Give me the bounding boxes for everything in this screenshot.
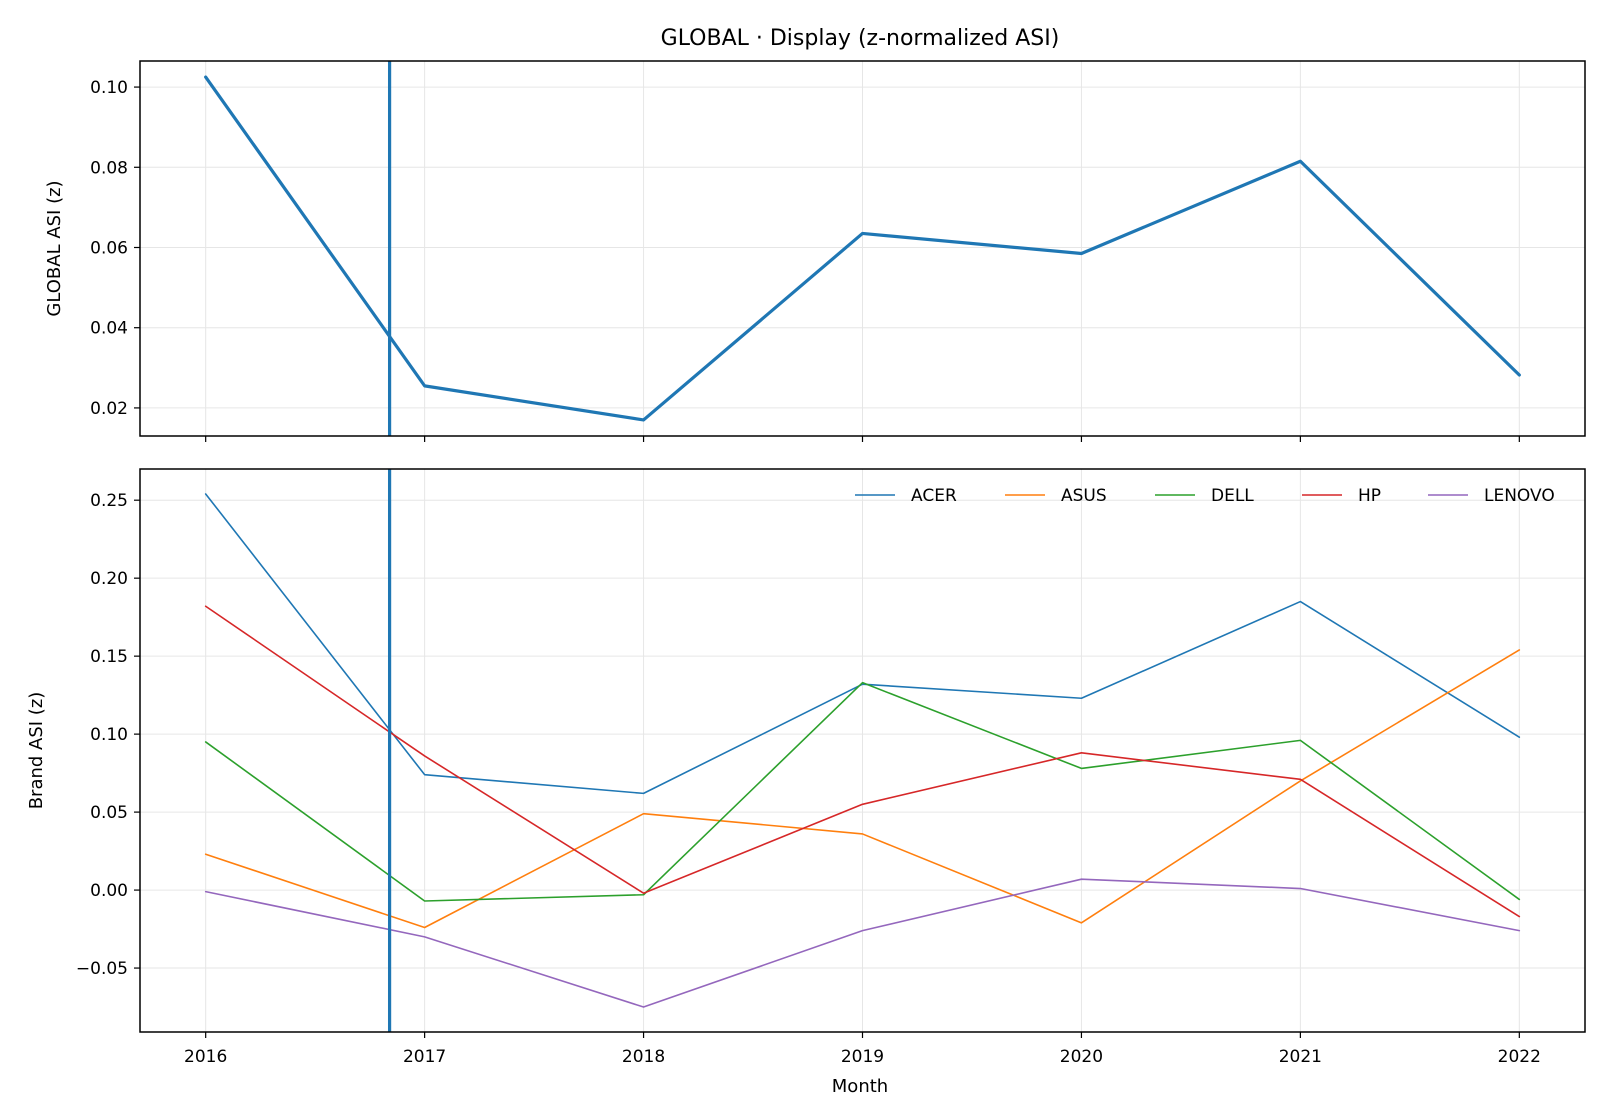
series-line-dell [204, 681, 1521, 902]
series-line-acer [204, 493, 1521, 795]
x-tick-label: 2019 [841, 1047, 884, 1067]
x-axis-label: Month [832, 1076, 888, 1097]
y-tick-label: −0.05 [76, 959, 128, 979]
y-tick-label: 0.10 [90, 78, 128, 98]
y-tick-label: 0.04 [90, 319, 128, 339]
axes-frame [139, 60, 1586, 437]
x-tick-label: 2016 [184, 1047, 227, 1067]
axes-frame [139, 468, 1586, 1033]
y-tick-label: 0.05 [90, 803, 128, 823]
x-tick-label: 2018 [622, 1047, 665, 1067]
x-tick-label: 2022 [1498, 1047, 1541, 1067]
y-tick-label: 0.00 [90, 881, 128, 901]
y-tick-label: 0.15 [90, 647, 128, 667]
x-tick-label: 2021 [1279, 1047, 1322, 1067]
y-axis-label: Brand ASI (z) [26, 692, 47, 810]
y-tick-label: 0.25 [90, 491, 128, 511]
series-line-asus [204, 649, 1521, 929]
legend: ACER ASUS DELL HP LENOVO [855, 486, 1555, 506]
legend-label-hp: HP [1358, 486, 1381, 506]
legend-label-acer: ACER [911, 486, 957, 506]
legend-label-dell: DELL [1211, 486, 1254, 506]
x-tick-label: 2020 [1060, 1047, 1103, 1067]
legend-label-asus: ASUS [1061, 486, 1107, 506]
series-line-global [204, 75, 1521, 422]
series-line-lenovo [204, 878, 1521, 1008]
y-tick-label: 0.20 [90, 569, 128, 589]
y-axis-label: GLOBAL ASI (z) [44, 180, 65, 316]
chart-title: GLOBAL · Display (z-normalized ASI) [661, 26, 1060, 51]
y-tick-label: 0.10 [90, 725, 128, 745]
series-line-hp [204, 605, 1521, 918]
y-tick-label: 0.06 [90, 238, 128, 258]
brand-asi-panel: −0.05 0.00 0.05 0.10 0.15 0.20 0.25 2016 2017 201… [26, 468, 1586, 1067]
global-asi-panel: 0.02 0.04 0.06 0.08 0.10 GLOBAL ASI (z) [44, 60, 1586, 442]
x-tick-label: 2017 [403, 1047, 446, 1067]
y-tick-label: 0.08 [90, 158, 128, 178]
y-tick-label: 0.02 [90, 399, 128, 419]
legend-label-lenovo: LENOVO [1484, 486, 1555, 506]
